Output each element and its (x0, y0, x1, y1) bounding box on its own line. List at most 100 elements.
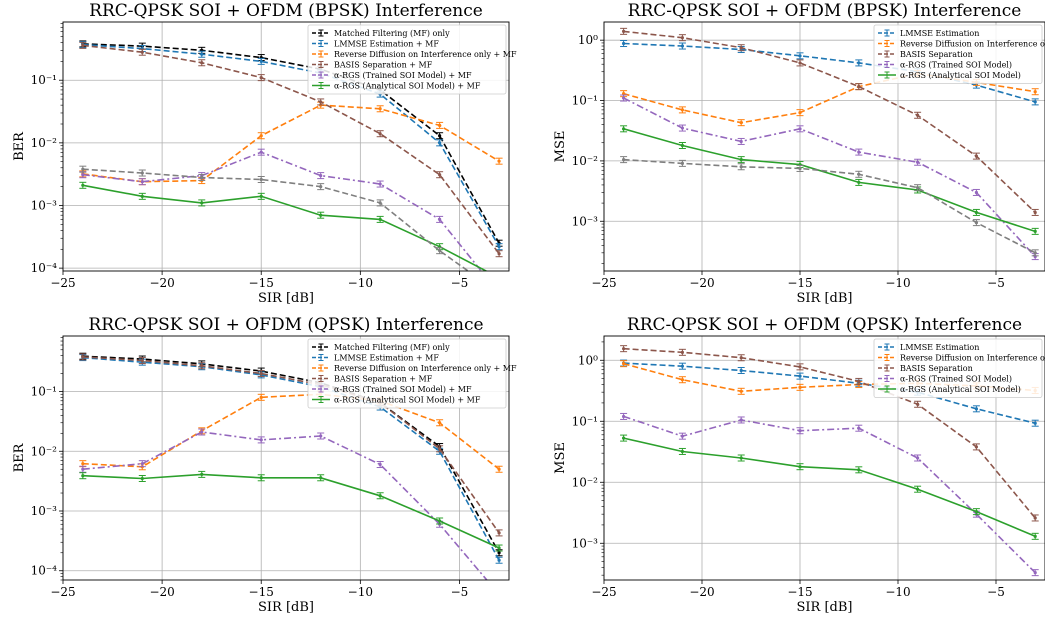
data-point (376, 461, 384, 469)
data-point (79, 353, 87, 361)
series-line-1 (82, 43, 500, 248)
data-point (495, 529, 503, 537)
data-point (257, 192, 265, 200)
legend-label: α-RGS (Analytical SOI Model) (900, 385, 1021, 394)
data-point (1031, 249, 1039, 257)
data-point (138, 169, 146, 177)
data-point (737, 163, 745, 171)
data-point (620, 360, 628, 368)
data-point (855, 148, 863, 156)
legend: LMMSE Estimation Reverse Diffusion on Int… (873, 24, 1045, 84)
x-tick-label: −10 (885, 585, 910, 599)
data-point (855, 466, 863, 474)
data-point (855, 59, 863, 67)
data-point (495, 556, 503, 564)
x-tick-label: −15 (787, 276, 812, 290)
axes-frame (62, 335, 510, 581)
y-tick-label: 10⁰ (578, 33, 598, 47)
data-point (620, 27, 628, 35)
data-point (796, 383, 804, 391)
data-point (376, 199, 384, 207)
legend-item: BASIS Separation (878, 50, 973, 59)
y-tick-label: 10⁻⁴ (31, 261, 58, 275)
data-point (436, 419, 444, 427)
data-point (796, 59, 804, 67)
y-tick-label: 10⁻¹ (572, 414, 598, 428)
data-point (376, 105, 384, 113)
data-point (620, 125, 628, 133)
legend: Matched Filtering (MF) only LMMSE Estimat… (307, 338, 517, 409)
data-point (914, 485, 922, 493)
y-tick-label: 10⁰ (578, 353, 598, 367)
data-point (972, 208, 980, 216)
data-point (1031, 419, 1039, 427)
data-point (972, 188, 980, 196)
legend-box (307, 338, 507, 409)
data-point (138, 178, 146, 186)
legend-label: α-RGS (Trained SOI Model) + MF (334, 71, 472, 80)
data-point (198, 50, 206, 58)
data-point (436, 132, 444, 140)
legend-label: Matched Filtering (MF) only (334, 343, 450, 352)
data-point (796, 363, 804, 371)
legend-label: α-RGS (Trained SOI Model) (900, 61, 1012, 70)
data-point (496, 290, 503, 296)
legend-label: BASIS Separation + MF (334, 375, 433, 384)
data-point (972, 152, 980, 160)
y-tick-label: 10⁻¹ (31, 73, 57, 87)
legend-box (873, 338, 1043, 398)
data-point (317, 98, 325, 106)
data-point (914, 158, 922, 166)
data-point (914, 111, 922, 119)
data-point (1031, 88, 1039, 96)
x-tick-label: −10 (885, 276, 910, 290)
data-point (678, 124, 686, 132)
x-tick-label: −5 (987, 276, 1005, 290)
x-tick-label: −25 (591, 585, 616, 599)
data-point (796, 427, 804, 435)
x-tick-label: −5 (451, 585, 469, 599)
data-point (737, 137, 745, 145)
data-point (678, 141, 686, 149)
data-point (1031, 514, 1039, 522)
chart-title: RRC-QPSK SOI + OFDM (QPSK) Interference (627, 315, 1022, 335)
data-point (972, 508, 980, 516)
series-line-1 (82, 356, 500, 561)
data-point (737, 416, 745, 424)
x-axis-label: SIR [dB] (797, 600, 853, 615)
series-line-2 (82, 104, 500, 183)
legend-item: Matched Filtering (MF) only (312, 29, 450, 38)
data-point (198, 428, 206, 436)
data-point (257, 176, 265, 184)
legend-item: α-RGS (Analytical SOI Model) + MF (312, 82, 481, 91)
data-point (678, 42, 686, 50)
data-point (436, 517, 444, 525)
data-point (796, 164, 804, 172)
legend-item: α-RGS (Trained SOI Model) + MF (312, 71, 472, 80)
data-point (376, 492, 384, 500)
data-point (317, 432, 325, 440)
data-point (678, 447, 686, 455)
data-point (914, 454, 922, 462)
data-point (495, 544, 503, 552)
legend-item: α-RGS (Trained SOI Model) (878, 61, 1012, 70)
data-point (257, 474, 265, 482)
legend-item: Matched Filtering (MF) only (312, 343, 450, 352)
data-point (620, 94, 628, 102)
data-point (436, 171, 444, 179)
legend-label: Reverse Diffusion on Interference only +… (334, 50, 517, 59)
series-line-5 (623, 158, 1036, 254)
series-line-3 (623, 415, 1036, 574)
data-point (317, 211, 325, 219)
data-point (198, 362, 206, 370)
series-group (620, 345, 1039, 577)
x-tick-label: −10 (348, 276, 373, 290)
data-point (737, 354, 745, 362)
series-group (620, 27, 1039, 261)
series-line-4 (623, 128, 1036, 233)
data-point (138, 475, 146, 483)
chart-title: RRC-QPSK SOI + OFDM (BPSK) Interference (89, 1, 483, 21)
data-point (678, 159, 686, 167)
y-axis-label: MSE (553, 131, 568, 163)
